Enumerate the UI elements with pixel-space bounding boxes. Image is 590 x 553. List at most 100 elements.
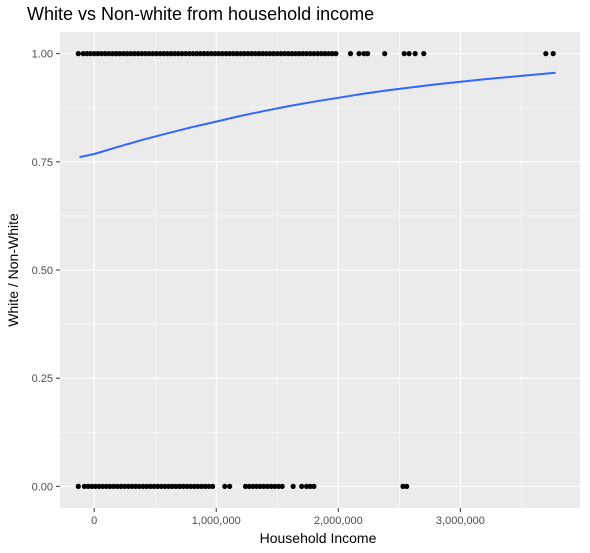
data-point bbox=[197, 51, 203, 57]
data-point bbox=[307, 483, 313, 489]
data-point bbox=[80, 51, 86, 57]
data-point bbox=[250, 483, 256, 489]
data-point bbox=[169, 483, 175, 489]
data-point bbox=[198, 483, 205, 489]
x-tick-label: 1,000,000 bbox=[192, 515, 241, 527]
data-point bbox=[245, 51, 251, 57]
y-tick-label: 1.00 bbox=[32, 49, 53, 61]
data-point bbox=[307, 51, 313, 57]
data-point bbox=[261, 483, 267, 489]
y-axis-ticks: 0.00 0.25 0.50 0.75 1.00 bbox=[32, 49, 60, 493]
data-point bbox=[140, 483, 146, 489]
data-point bbox=[272, 483, 278, 489]
data-point bbox=[190, 51, 196, 57]
data-point bbox=[81, 483, 88, 489]
data-point bbox=[111, 483, 117, 489]
data-point bbox=[257, 483, 263, 489]
data-point bbox=[120, 51, 127, 57]
data-point bbox=[216, 51, 222, 57]
x-tick-label: 0 bbox=[91, 515, 97, 527]
data-point bbox=[275, 483, 282, 489]
y-tick-label: 0.50 bbox=[32, 265, 53, 277]
data-point bbox=[95, 51, 101, 57]
data-point bbox=[161, 51, 167, 57]
data-point bbox=[303, 51, 310, 57]
x-axis-ticks: 0 1,000,000 2,000,000 3,000,000 bbox=[91, 508, 485, 527]
data-point bbox=[122, 483, 128, 489]
data-point bbox=[230, 51, 236, 57]
chart-title: White vs Non-white from household income bbox=[27, 4, 375, 24]
data-point bbox=[188, 483, 194, 489]
data-point bbox=[260, 51, 266, 57]
data-point bbox=[139, 51, 145, 57]
data-point bbox=[113, 51, 119, 57]
data-point bbox=[252, 51, 258, 57]
data-point bbox=[268, 483, 274, 489]
data-point bbox=[125, 483, 131, 489]
data-point bbox=[208, 51, 214, 57]
data-point bbox=[241, 51, 247, 57]
data-point bbox=[296, 51, 302, 57]
y-axis-title: White / Non-White bbox=[5, 213, 21, 327]
data-point bbox=[285, 51, 291, 57]
y-tick-label: 0.00 bbox=[32, 481, 53, 493]
data-point bbox=[278, 51, 284, 57]
data-point bbox=[128, 51, 134, 57]
data-point bbox=[264, 483, 271, 489]
data-point bbox=[253, 483, 260, 489]
data-point bbox=[96, 483, 102, 489]
data-point bbox=[347, 51, 354, 57]
data-point bbox=[164, 51, 171, 57]
data-point bbox=[249, 51, 255, 57]
data-point bbox=[201, 51, 207, 57]
data-point bbox=[404, 483, 410, 489]
data-point bbox=[329, 51, 335, 57]
data-point bbox=[142, 51, 149, 57]
data-point bbox=[106, 51, 112, 57]
data-point bbox=[84, 51, 90, 57]
data-point bbox=[146, 51, 152, 57]
data-point bbox=[412, 51, 418, 57]
data-point bbox=[205, 51, 211, 57]
data-point bbox=[543, 51, 549, 57]
points-layer bbox=[75, 51, 556, 489]
data-point bbox=[98, 51, 105, 57]
x-axis-title: Household Income bbox=[260, 530, 377, 546]
data-point bbox=[401, 51, 407, 57]
data-point bbox=[311, 51, 317, 57]
data-point bbox=[92, 483, 98, 489]
data-point bbox=[333, 51, 339, 57]
data-point bbox=[223, 51, 229, 57]
data-point bbox=[227, 483, 233, 489]
data-point bbox=[183, 51, 189, 57]
data-point bbox=[421, 51, 427, 57]
data-point bbox=[124, 51, 130, 57]
data-point bbox=[219, 51, 225, 57]
data-point bbox=[133, 483, 139, 489]
data-point bbox=[184, 483, 190, 489]
data-point bbox=[406, 51, 412, 57]
data-point bbox=[234, 51, 240, 57]
data-point bbox=[157, 51, 163, 57]
y-tick-label: 0.25 bbox=[32, 373, 53, 385]
data-point bbox=[180, 483, 186, 489]
data-point bbox=[166, 483, 172, 489]
data-point bbox=[186, 51, 192, 57]
data-point bbox=[356, 51, 362, 57]
data-point bbox=[206, 483, 212, 489]
data-point bbox=[550, 51, 556, 57]
data-point bbox=[238, 51, 244, 57]
data-point bbox=[292, 51, 299, 57]
data-point bbox=[282, 51, 288, 57]
data-point bbox=[274, 51, 280, 57]
data-point bbox=[365, 51, 371, 57]
data-point bbox=[311, 483, 317, 489]
data-point bbox=[318, 51, 324, 57]
data-point bbox=[172, 51, 178, 57]
x-tick-label: 3,000,000 bbox=[436, 515, 485, 527]
data-point bbox=[209, 483, 216, 489]
data-point bbox=[173, 483, 179, 489]
data-point bbox=[279, 483, 285, 489]
data-point bbox=[256, 51, 262, 57]
